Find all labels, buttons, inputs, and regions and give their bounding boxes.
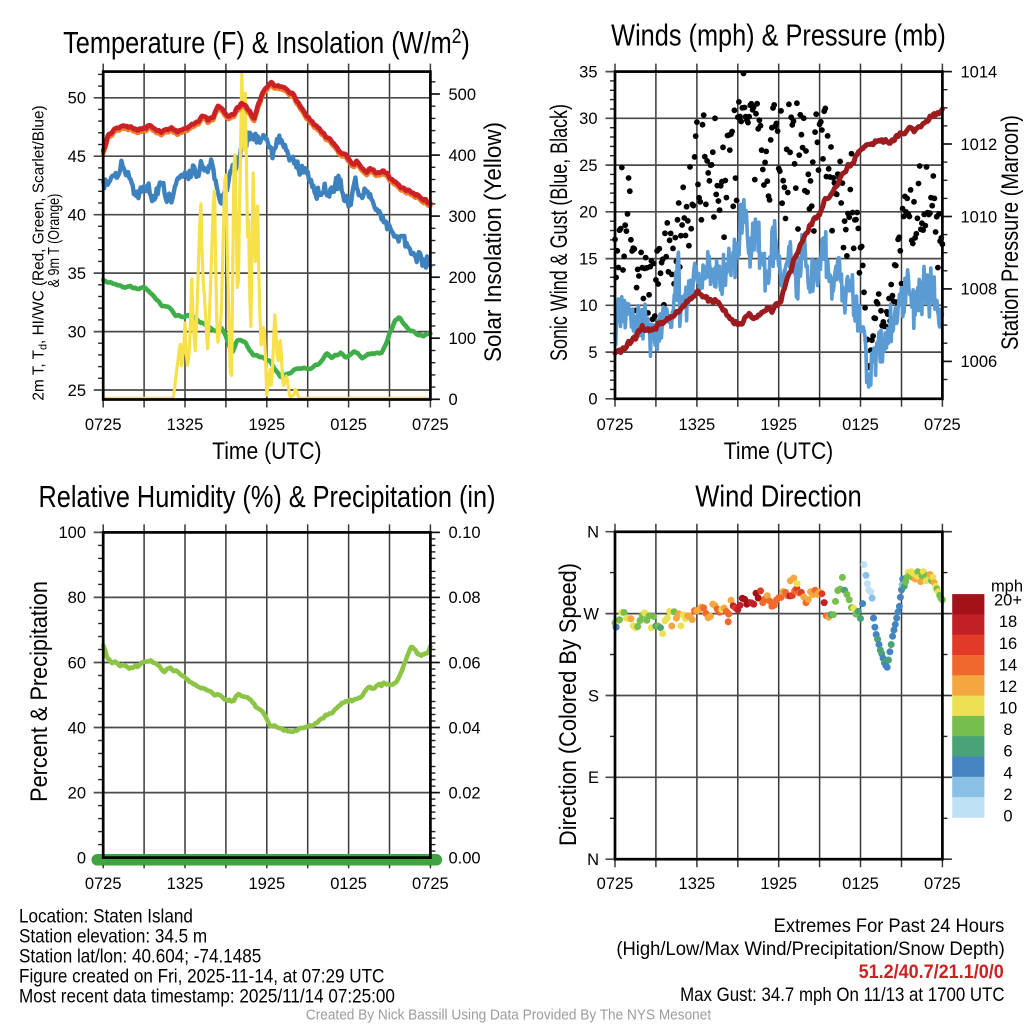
svg-text:Station lat/lon: 40.604; -74.1: Station lat/lon: 40.604; -74.1485 [19, 946, 261, 967]
svg-text:1010: 1010 [961, 208, 998, 226]
svg-text:N: N [587, 851, 599, 869]
svg-text:35: 35 [68, 265, 86, 283]
svg-text:N: N [587, 524, 599, 542]
svg-text:20: 20 [579, 204, 597, 222]
svg-text:1014: 1014 [961, 63, 998, 81]
svg-text:0: 0 [449, 391, 458, 409]
svg-text:400: 400 [449, 147, 477, 165]
svg-text:Station elevation: 34.5 m: Station elevation: 34.5 m [19, 926, 207, 947]
svg-text:W: W [583, 605, 599, 623]
svg-text:Temperature (F) & Insolation (: Temperature (F) & Insolation (W/m2) [63, 26, 470, 60]
svg-text:Direction (Colored By Speed): Direction (Colored By Speed) [554, 563, 581, 846]
svg-text:10: 10 [999, 700, 1017, 718]
svg-text:& 9m T (Orange): & 9m T (Orange) [45, 194, 63, 288]
svg-text:0125: 0125 [842, 875, 879, 893]
svg-text:35: 35 [579, 63, 597, 81]
svg-text:0.10: 0.10 [449, 524, 481, 542]
svg-text:Relative Humidity (%) & Precip: Relative Humidity (%) & Precipitation (i… [38, 480, 495, 514]
svg-text:2m T, Td, HI/WC (Red, Green, S: 2m T, Td, HI/WC (Red, Green, Scarlet/Blu… [30, 105, 49, 400]
svg-text:Station Pressure (Maroon): Station Pressure (Maroon) [996, 115, 1023, 350]
svg-text:0725: 0725 [412, 416, 449, 434]
svg-text:14: 14 [999, 656, 1017, 674]
svg-text:25: 25 [68, 382, 86, 400]
svg-text:0125: 0125 [842, 416, 879, 434]
svg-text:0: 0 [1003, 808, 1012, 826]
svg-text:Figure created on Fri, 2025-11: Figure created on Fri, 2025-11-14, at 07… [19, 966, 384, 987]
svg-text:30: 30 [68, 323, 86, 341]
svg-text:15: 15 [579, 250, 597, 268]
svg-text:18: 18 [999, 613, 1017, 631]
svg-text:Created By Nick Bassill Using: Created By Nick Bassill Using Data Provi… [306, 1007, 711, 1024]
svg-text:0725: 0725 [924, 416, 961, 434]
svg-text:1008: 1008 [961, 281, 998, 299]
svg-text:0.00: 0.00 [449, 849, 481, 867]
svg-text:0725: 0725 [412, 875, 449, 893]
svg-text:100: 100 [449, 330, 477, 348]
svg-text:1925: 1925 [248, 416, 285, 434]
svg-text:E: E [588, 769, 599, 787]
svg-text:100: 100 [58, 524, 86, 542]
svg-text:25: 25 [579, 157, 597, 175]
svg-text:Solar Insolation (Yellow): Solar Insolation (Yellow) [479, 122, 506, 362]
svg-text:10: 10 [579, 297, 597, 315]
svg-text:40: 40 [68, 207, 86, 225]
svg-text:Extremes For Past 24 Hours: Extremes For Past 24 Hours [774, 915, 1005, 936]
svg-text:0725: 0725 [85, 875, 122, 893]
svg-text:4: 4 [1003, 764, 1012, 782]
svg-text:0.02: 0.02 [449, 784, 481, 802]
svg-text:1012: 1012 [961, 136, 998, 154]
svg-text:Max Gust: 34.7 mph On 11/13 at: Max Gust: 34.7 mph On 11/13 at 1700 UTC [680, 984, 1004, 1005]
svg-text:1325: 1325 [679, 416, 716, 434]
svg-text:1325: 1325 [679, 875, 716, 893]
svg-text:0125: 0125 [330, 875, 367, 893]
svg-text:8: 8 [1003, 721, 1012, 739]
svg-text:40: 40 [68, 719, 86, 737]
svg-text:0725: 0725 [924, 875, 961, 893]
svg-text:50: 50 [68, 90, 86, 108]
svg-text:45: 45 [68, 148, 86, 166]
svg-text:0125: 0125 [330, 416, 367, 434]
svg-text:16: 16 [999, 635, 1017, 653]
svg-text:Location: Staten Island: Location: Staten Island [19, 906, 193, 927]
svg-text:0725: 0725 [85, 416, 122, 434]
svg-text:0.06: 0.06 [449, 654, 481, 672]
svg-text:1325: 1325 [167, 875, 204, 893]
svg-text:Sonic Wind & Gust (Blue, Black: Sonic Wind & Gust (Blue, Black) [547, 104, 573, 361]
svg-text:60: 60 [68, 654, 86, 672]
svg-text:S: S [588, 687, 599, 705]
svg-text:20: 20 [68, 784, 86, 802]
svg-text:0.04: 0.04 [449, 719, 481, 737]
svg-text:1325: 1325 [167, 416, 204, 434]
svg-text:300: 300 [449, 208, 477, 226]
svg-text:0: 0 [588, 391, 597, 409]
svg-text:Wind Direction: Wind Direction [695, 479, 862, 513]
svg-text:Time (UTC): Time (UTC) [724, 438, 833, 465]
svg-text:Most recent data timestamp: 20: Most recent data timestamp: 2025/11/14 0… [19, 986, 395, 1007]
svg-text:200: 200 [449, 269, 477, 287]
svg-text:80: 80 [68, 589, 86, 607]
svg-text:0725: 0725 [597, 416, 634, 434]
svg-text:1925: 1925 [760, 875, 797, 893]
svg-text:5: 5 [588, 344, 597, 362]
svg-text:1925: 1925 [248, 875, 285, 893]
svg-text:Winds (mph) & Pressure (mb): Winds (mph) & Pressure (mb) [611, 18, 946, 52]
svg-text:Time (UTC): Time (UTC) [212, 438, 321, 465]
svg-text:2: 2 [1003, 786, 1012, 804]
svg-text:1925: 1925 [760, 416, 797, 434]
svg-text:mph: mph [991, 578, 1023, 596]
svg-text:0725: 0725 [597, 875, 634, 893]
svg-text:20+: 20+ [994, 592, 1022, 610]
svg-text:12: 12 [999, 678, 1017, 696]
svg-text:500: 500 [449, 86, 477, 104]
svg-text:6: 6 [1003, 743, 1012, 761]
svg-text:51.2/40.7/21.1/0/0: 51.2/40.7/21.1/0/0 [859, 961, 1004, 983]
svg-text:0.08: 0.08 [449, 589, 481, 607]
svg-text:30: 30 [579, 110, 597, 128]
svg-text:0: 0 [77, 849, 86, 867]
svg-text:(High/Low/Max Wind/Precipitati: (High/Low/Max Wind/Precipitation/Snow De… [616, 938, 1004, 959]
svg-text:Percent & Precipitation: Percent & Precipitation [25, 581, 52, 802]
svg-text:1006: 1006 [961, 353, 998, 371]
